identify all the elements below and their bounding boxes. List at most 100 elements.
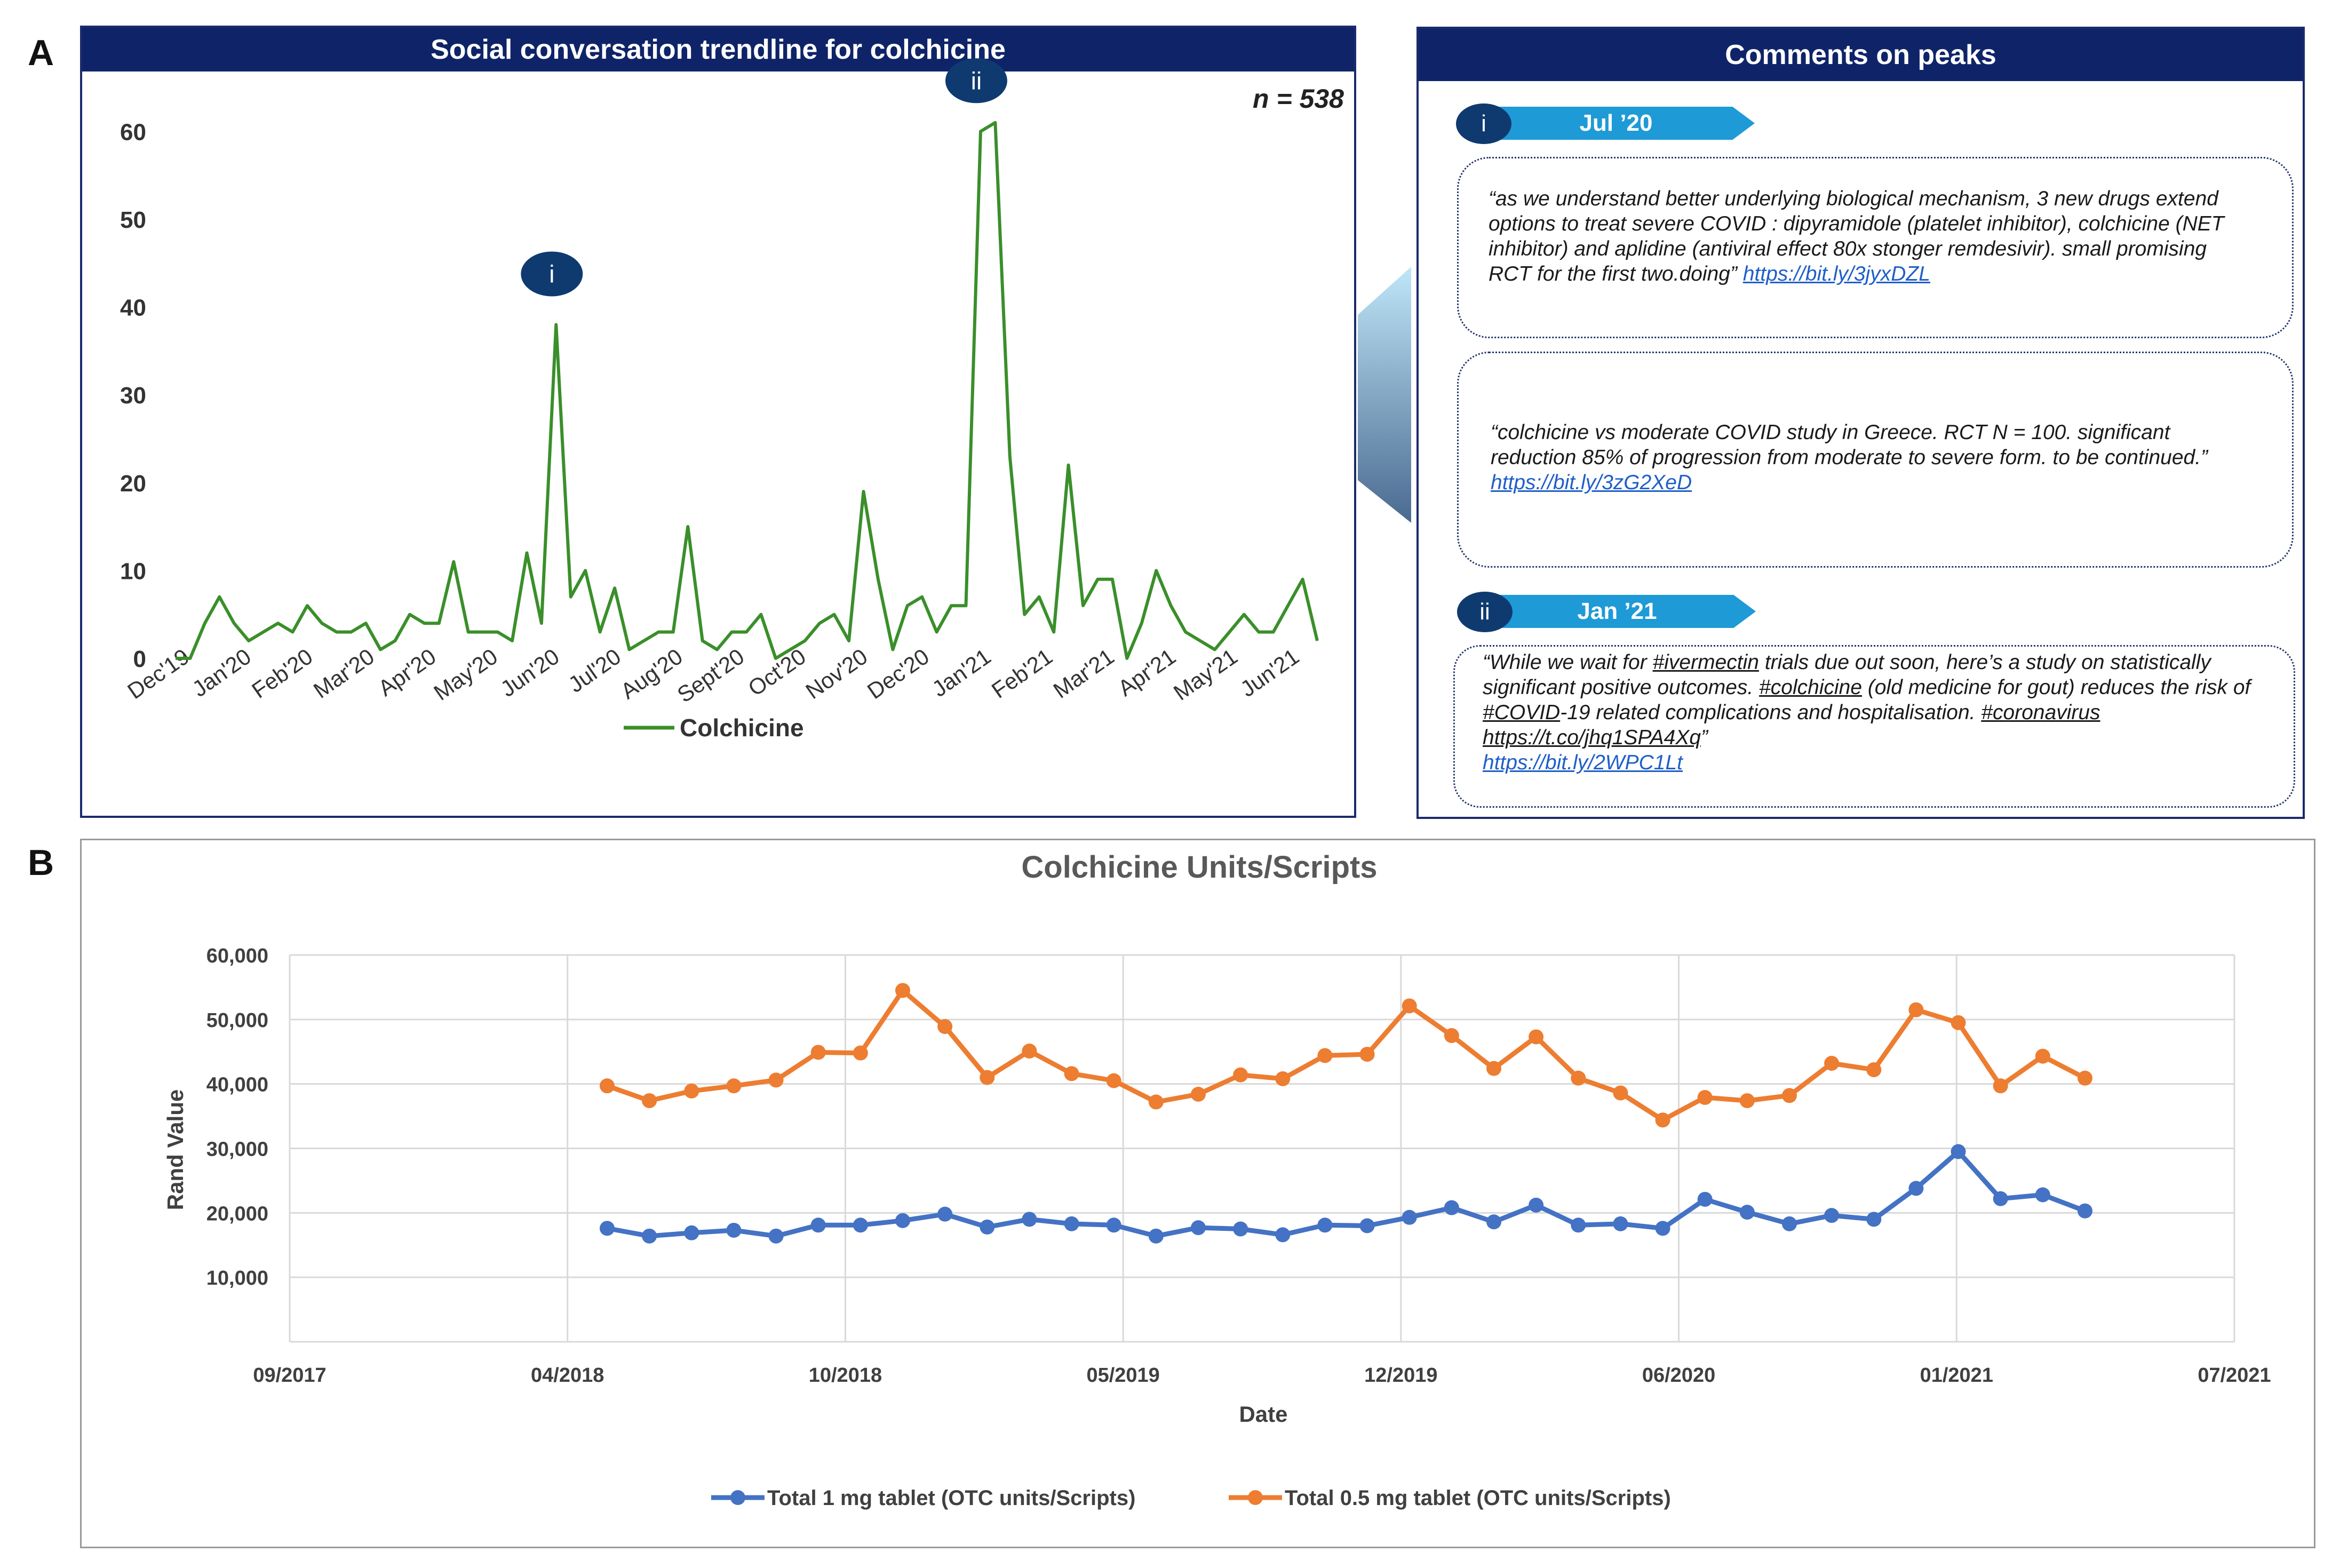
comment-3-link[interactable]: https://bit.ly/2WPC1Lt [1483,751,1683,774]
data-point [1064,1216,1079,1231]
chart-b-title: Colchicine Units/Scripts [1021,850,1377,885]
data-point [853,1217,868,1233]
x-tick-label: 06/2020 [1642,1364,1715,1387]
data-point [1613,1216,1628,1231]
data-point [726,1078,742,1094]
trend-chart: 0102030405060Dec'19Jan'20Feb'20Mar'20Apr… [120,58,1344,742]
peak-i-marker: Jul ’20 i [1456,104,1776,144]
y-tick-label: 60 [120,119,146,145]
y-tick-label: 20,000 [206,1203,268,1225]
x-tick-label: Apr'21 [1113,643,1180,701]
data-point [1402,1209,1417,1225]
y-tick-label: 50 [120,207,146,233]
x-tick-label: 05/2019 [1086,1364,1159,1387]
data-point [895,983,910,998]
data-point [895,1213,910,1228]
data-point [1317,1217,1333,1233]
x-tick-label: 07/2021 [2198,1364,2271,1387]
data-point [684,1225,699,1240]
x-tick-label: Jul'20 [563,643,625,697]
callout-connector [1358,267,1411,523]
peak-marker-circle [521,251,583,297]
x-tick-label: Jun'21 [1236,643,1303,702]
colchicine-series-line [176,121,1319,660]
x-tick-label: May'20 [429,643,502,705]
data-point [1191,1087,1206,1102]
data-point [1571,1070,1586,1086]
data-point [1529,1197,1544,1213]
data-point [1275,1071,1291,1086]
data-point [600,1078,615,1094]
panel-a-label: A [28,33,54,73]
data-point [1697,1090,1713,1105]
peak-marker-label: ii [971,67,982,94]
data-point [768,1072,784,1088]
comment-1-link[interactable]: https://bit.ly/3jyxDZL [1742,262,1930,285]
data-point [1486,1061,1501,1076]
hashtag-coronavirus[interactable]: #coronavirus [1981,701,2100,724]
data-point [1106,1217,1121,1233]
hashtag-covid[interactable]: #COVID [1483,701,1561,724]
comment-3-text-f: ” [1701,726,1708,749]
data-point [1908,1181,1924,1196]
data-point [1571,1217,1586,1233]
data-point [1613,1085,1628,1101]
data-point [600,1221,615,1236]
data-point [1444,1200,1459,1215]
x-tick-label: Dec'20 [863,643,934,704]
data-point [1444,1028,1459,1044]
sample-size-annotation: n = 538 [1253,84,1344,114]
x-tick-label: 04/2018 [531,1364,604,1387]
y-tick-label: 50,000 [206,1009,268,1032]
data-point [2078,1070,2092,1086]
data-point [2035,1048,2050,1064]
legend-swatch-marker [730,1490,745,1505]
data-point [1148,1228,1164,1244]
data-point [642,1093,657,1109]
data-point [1824,1208,1840,1223]
comment-1-text: “as we understand better underlying biol… [1489,187,2224,285]
x-tick-label: Jun'20 [496,643,563,702]
peak-marker-label: i [549,260,554,288]
data-point [1064,1066,1079,1081]
y-tick-label: 10,000 [206,1267,268,1290]
data-point [1739,1205,1755,1220]
data-point [1993,1191,2008,1206]
data-point [1697,1191,1713,1207]
data-point [1908,1002,1924,1017]
x-tick-label: Apr'20 [373,643,440,701]
data-point [1993,1078,2008,1094]
x-tick-label: May'21 [1169,643,1242,705]
data-point [937,1206,953,1222]
y-tick-label: 40 [120,295,146,321]
hashtag-ivermectin[interactable]: #ivermectin [1652,651,1759,674]
data-point [684,1083,699,1099]
data-point [1359,1047,1375,1062]
peak-ii-badge: ii [1457,592,1513,632]
data-point [1866,1062,1882,1078]
data-point [1866,1212,1882,1227]
comment-2-link[interactable]: https://bit.ly/3zG2XeD [1491,471,1692,494]
hashtag-colchicine[interactable]: #colchicine [1759,676,1863,699]
peak-ii-date: Jan ’21 [1478,595,1756,628]
data-point [1402,998,1417,1014]
data-point [1951,1015,1966,1030]
comment-1: “as we understand better underlying biol… [1457,157,2294,338]
legend-label: Total 1 mg tablet (OTC units/Scripts) [767,1486,1135,1510]
comment-3-tco-link[interactable]: https://t.co/jhq1SPA4Xq [1483,726,1701,749]
data-point [810,1217,826,1233]
comments-box: Comments on peaks Jul ’20 i “as we under… [1416,27,2305,819]
trend-chart-title: Social conversation trendline for colchi… [82,28,1354,71]
data-point [1739,1093,1755,1109]
legend-label: Colchicine [680,714,804,742]
x-tick-label: 10/2018 [809,1364,882,1387]
x-tick-label: Jan'20 [188,643,256,702]
data-point [1782,1216,1797,1231]
y-tick-label: 20 [120,471,146,497]
peak-marker-circle [945,58,1007,104]
peak-i-badge: i [1456,104,1511,144]
data-point [980,1070,995,1085]
data-point [1022,1044,1037,1059]
x-tick-label: 01/2021 [1920,1364,1993,1387]
comment-3-text-c: (old medicine for gout) reduces the risk… [1862,676,2251,699]
